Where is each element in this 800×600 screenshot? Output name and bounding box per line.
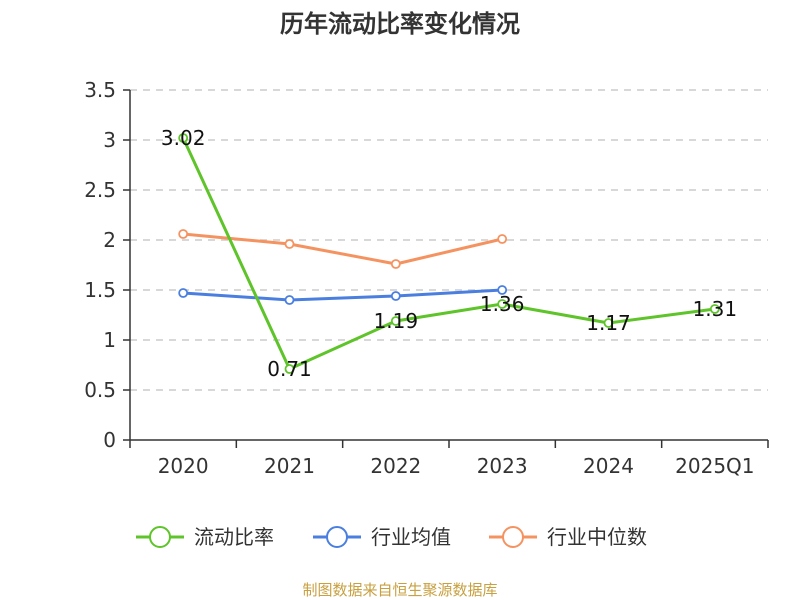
data-point [390, 316, 401, 326]
data-point [390, 259, 401, 269]
legend: 流动比率 行业均值 行业中位数 [136, 525, 647, 549]
x-tick-label: 2024 [583, 454, 634, 478]
x-tick-label: 2020 [158, 454, 209, 478]
data-point [390, 291, 401, 301]
legend-label: 行业均值 [371, 525, 451, 549]
grid [130, 89, 768, 391]
y-tick-label: 3.5 [84, 78, 116, 102]
data-point [497, 285, 508, 295]
series-line-0 [181, 137, 716, 371]
x-tick-label: 2023 [477, 454, 528, 478]
legend-swatch-marker [149, 526, 171, 548]
chart-title: 历年流动比率变化情况 [280, 10, 520, 38]
y-tick-label: 1 [103, 328, 116, 352]
data-label: 1.31 [693, 297, 738, 321]
series [178, 133, 720, 374]
legend-swatch-marker [502, 526, 524, 548]
data-point [284, 239, 295, 249]
axes: 0 0.5 1 1.5 2 2.5 3 3.5 2020 2021 2022 2023 2024 2025… [84, 78, 769, 478]
y-tick-label: 2 [103, 228, 116, 252]
series-line-1 [183, 288, 503, 302]
x-tick-label: 2021 [264, 454, 315, 478]
data-point [284, 295, 295, 305]
data-point [178, 229, 189, 239]
y-tick-label: 0 [103, 428, 116, 452]
data-label: 0.71 [267, 357, 312, 381]
source-note: 制图数据来自恒生聚源数据库 [302, 581, 497, 599]
y-tick-label: 3 [103, 128, 116, 152]
legend-label: 行业中位数 [547, 525, 647, 549]
y-tick-label: 0.5 [84, 378, 116, 402]
data-label: 1.17 [586, 311, 631, 335]
data-label: 1.36 [480, 292, 525, 316]
data-point [603, 318, 614, 328]
data-labels: 3.02 0.71 1.19 1.36 1.17 1.31 [161, 126, 737, 381]
y-tick-label: 1.5 [84, 278, 116, 302]
data-label: 3.02 [161, 126, 206, 150]
y-tick-label: 2.5 [84, 178, 116, 202]
data-label: 1.19 [374, 309, 419, 333]
data-point [284, 364, 295, 374]
legend-swatch-marker [326, 526, 348, 548]
data-point [178, 288, 189, 298]
data-point [178, 133, 189, 143]
legend-label: 流动比率 [194, 525, 274, 549]
data-point [709, 304, 720, 314]
data-point [497, 234, 508, 244]
x-tick-label: 2022 [370, 454, 421, 478]
data-point [497, 299, 508, 309]
x-tick-label: 2025Q1 [675, 454, 754, 478]
series-line-2 [183, 232, 503, 266]
